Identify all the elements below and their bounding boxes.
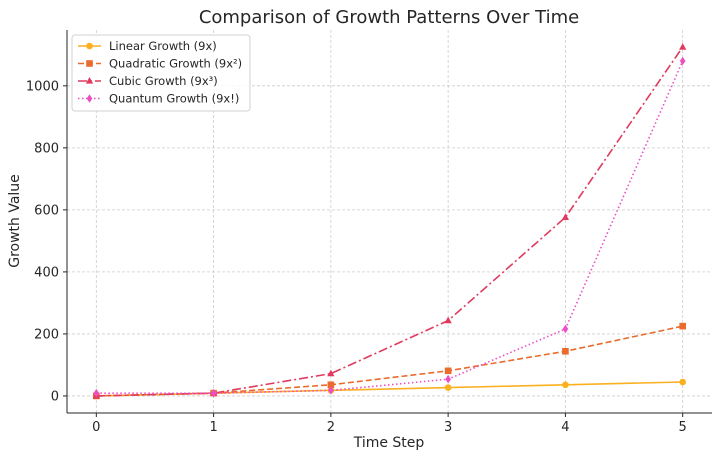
chart-title: Comparison of Growth Patterns Over Time xyxy=(199,7,579,28)
y-tick-label: 400 xyxy=(34,265,59,280)
data-point-circle xyxy=(562,381,569,389)
data-point-diamond xyxy=(445,374,451,384)
x-tick-label: 5 xyxy=(679,420,687,435)
axes xyxy=(63,30,712,417)
x-tick-label: 4 xyxy=(561,420,569,435)
legend-entry: Linear Growth (9x) xyxy=(78,39,217,53)
y-tick-label: 200 xyxy=(34,327,59,342)
legend-label: Quadratic Growth (9x²) xyxy=(109,57,242,71)
x-tick-label: 3 xyxy=(444,420,452,435)
y-tick-label: 1000 xyxy=(26,79,59,94)
data-point-square xyxy=(327,381,335,389)
x-tick-label: 0 xyxy=(92,420,100,435)
legend-label: Linear Growth (9x) xyxy=(109,39,217,53)
legend-label: Cubic Growth (9x³) xyxy=(109,74,218,88)
y-tick-label: 0 xyxy=(51,389,59,404)
series-line xyxy=(96,60,684,394)
data-point-triangle xyxy=(561,213,570,220)
data-point-circle xyxy=(679,378,686,386)
data-point-circle xyxy=(444,384,452,391)
data-point-diamond xyxy=(210,388,217,398)
x-tick-label: 1 xyxy=(209,420,217,435)
data-point-square xyxy=(562,347,569,355)
y-tick-label: 800 xyxy=(34,141,59,156)
tick-labels: 0 1 2 3 4 5 0 200 400 600 800 1000 xyxy=(26,79,687,435)
data-point-diamond xyxy=(562,324,569,334)
legend-entry: Quantum Growth (9x!) xyxy=(78,92,239,106)
grid xyxy=(67,30,712,413)
legend-entry: Cubic Growth (9x³) xyxy=(78,74,218,88)
x-tick-label: 2 xyxy=(327,420,335,435)
series-4 xyxy=(93,56,686,398)
series-line xyxy=(96,46,684,397)
data-point-diamond xyxy=(86,94,93,103)
legend-label: Quantum Growth (9x!) xyxy=(109,92,239,106)
data-point-diamond xyxy=(93,388,100,398)
data-point-square xyxy=(679,322,686,330)
x-axis-title: Time Step xyxy=(353,435,425,451)
data-point-circle xyxy=(86,42,93,50)
series-lines xyxy=(92,43,687,400)
legend: Linear Growth (9x) Quadratic Growth (9x²)… xyxy=(71,34,251,112)
legend-box xyxy=(71,34,251,112)
series-2 xyxy=(93,322,686,400)
data-point-triangle xyxy=(85,77,94,84)
y-tick-label: 600 xyxy=(34,203,59,218)
legend-entry: Quadratic Growth (9x²) xyxy=(78,57,242,71)
y-axis-title: Growth Value xyxy=(7,174,23,268)
series-line xyxy=(96,325,683,397)
data-point-square xyxy=(86,60,93,67)
data-point-triangle xyxy=(327,369,335,377)
data-point-diamond xyxy=(679,56,686,66)
data-point-triangle xyxy=(679,43,687,50)
data-point-diamond xyxy=(328,386,334,395)
data-point-triangle xyxy=(444,316,452,324)
data-point-square xyxy=(444,367,452,375)
